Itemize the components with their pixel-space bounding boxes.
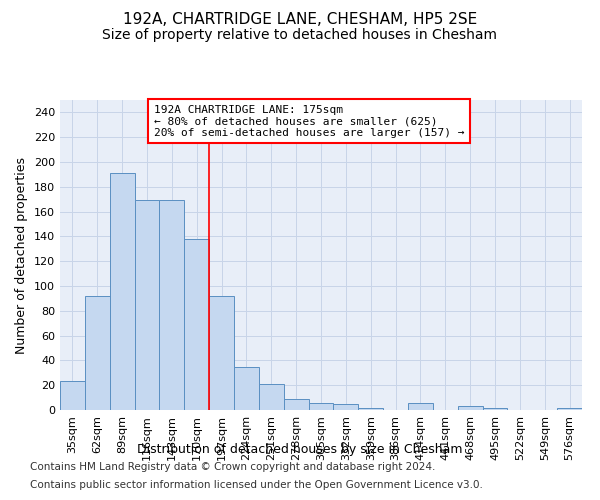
- Text: Contains HM Land Registry data © Crown copyright and database right 2024.: Contains HM Land Registry data © Crown c…: [30, 462, 436, 472]
- Bar: [334, 404, 358, 410]
- Bar: [358, 408, 383, 410]
- Bar: [209, 296, 234, 410]
- Bar: [408, 402, 433, 410]
- Text: Size of property relative to detached houses in Chesham: Size of property relative to detached ho…: [103, 28, 497, 42]
- Bar: [284, 399, 308, 410]
- Bar: [85, 296, 110, 410]
- Text: Distribution of detached houses by size in Chesham: Distribution of detached houses by size …: [137, 442, 463, 456]
- Bar: [482, 408, 508, 410]
- Bar: [458, 406, 482, 410]
- Bar: [110, 173, 134, 410]
- Text: Contains public sector information licensed under the Open Government Licence v3: Contains public sector information licen…: [30, 480, 483, 490]
- Bar: [160, 200, 184, 410]
- Bar: [184, 239, 209, 410]
- Bar: [557, 408, 582, 410]
- Y-axis label: Number of detached properties: Number of detached properties: [16, 156, 28, 354]
- Bar: [259, 384, 284, 410]
- Text: 192A CHARTRIDGE LANE: 175sqm
← 80% of detached houses are smaller (625)
20% of s: 192A CHARTRIDGE LANE: 175sqm ← 80% of de…: [154, 104, 464, 138]
- Bar: [308, 402, 334, 410]
- Bar: [60, 382, 85, 410]
- Bar: [134, 200, 160, 410]
- Text: 192A, CHARTRIDGE LANE, CHESHAM, HP5 2SE: 192A, CHARTRIDGE LANE, CHESHAM, HP5 2SE: [123, 12, 477, 28]
- Bar: [234, 366, 259, 410]
